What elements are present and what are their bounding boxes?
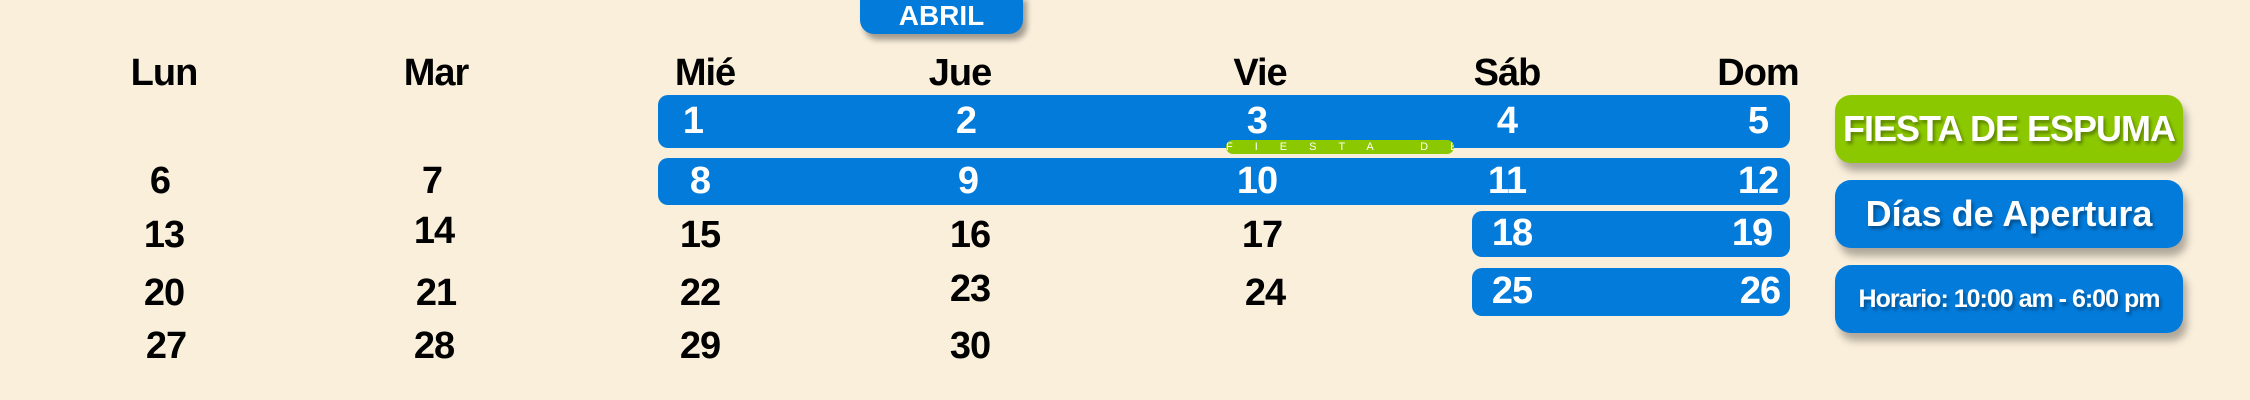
legend-event: FIESTA DE ESPUMA: [1835, 95, 2183, 163]
open-days-bar-week1: [658, 95, 1790, 148]
day-15: 15: [679, 214, 721, 256]
weekday-mie: Mié: [674, 52, 736, 94]
month-label: ABRIL: [860, 0, 1023, 34]
day-9: 9: [957, 160, 979, 202]
day-17: 17: [1241, 214, 1283, 256]
day-21: 21: [415, 272, 457, 314]
weekday-dom: Dom: [1717, 52, 1799, 94]
legend-open-days: Días de Apertura: [1835, 180, 2183, 248]
day-16: 16: [949, 214, 991, 256]
day-13: 13: [143, 214, 185, 256]
day-25: 25: [1491, 270, 1533, 312]
day-24: 24: [1244, 272, 1286, 314]
open-days-bar-week2: [658, 158, 1790, 205]
day-29: 29: [679, 325, 721, 367]
day-4: 4: [1496, 100, 1518, 142]
day-11: 11: [1487, 160, 1527, 202]
day-5: 5: [1747, 100, 1769, 142]
day-2: 2: [955, 100, 977, 142]
day-27: 27: [145, 325, 187, 367]
day-6: 6: [149, 160, 171, 202]
day-22: 22: [679, 272, 721, 314]
day-19: 19: [1731, 212, 1773, 254]
weekday-mar: Mar: [403, 52, 470, 94]
day-8: 8: [689, 160, 711, 202]
day-28: 28: [413, 325, 455, 367]
day-30: 30: [949, 325, 991, 367]
day-20: 20: [143, 272, 185, 314]
day-7: 7: [421, 160, 443, 202]
event-strip: FIESTA DE ESPUMA: [1226, 140, 1454, 154]
weekday-sab: Sáb: [1473, 52, 1542, 94]
weekday-jue: Jue: [928, 52, 992, 94]
open-days-bar-week4: [1472, 268, 1790, 316]
weekday-lun: Lun: [130, 52, 199, 94]
day-12: 12: [1737, 160, 1779, 202]
weekday-vie: Vie: [1233, 52, 1287, 94]
day-23: 23: [949, 268, 991, 310]
legend-hours: Horario: 10:00 am - 6:00 pm: [1835, 265, 2183, 333]
day-3: 3: [1246, 100, 1268, 142]
day-18: 18: [1491, 212, 1533, 254]
open-days-bar-week3: [1472, 211, 1790, 257]
day-26: 26: [1739, 270, 1781, 312]
day-14: 14: [413, 210, 455, 252]
day-10: 10: [1236, 160, 1278, 202]
day-1: 1: [682, 100, 704, 142]
